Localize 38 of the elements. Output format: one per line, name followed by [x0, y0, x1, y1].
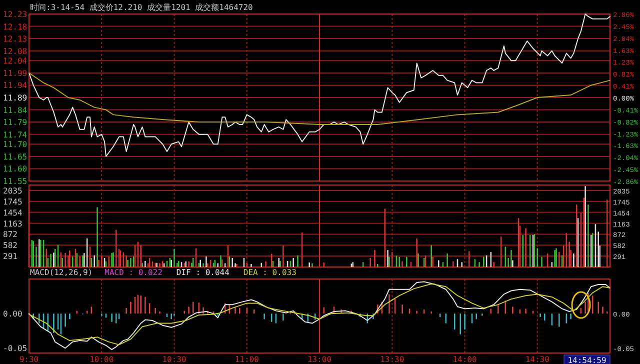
y-tick-label: 12.23	[3, 10, 28, 19]
x-tick-label: 14:30	[525, 355, 550, 364]
y-tick-label: 12.08	[3, 46, 28, 56]
y-tick-label: 11.55	[3, 177, 28, 186]
x-tick-label: 10:30	[162, 355, 186, 364]
y-tick-label: 11.79	[3, 118, 28, 128]
chart-title: 时间:3-14-54 成交价12.210 成交量1201 成交额1464720	[30, 3, 254, 12]
x-tick-label: 11:00	[234, 355, 260, 364]
y-tick-label: 11.89	[3, 94, 28, 102]
y-tick-label: 11.60	[3, 164, 28, 174]
y-tick-label: 1454	[3, 208, 22, 218]
y-tick-label: 2035	[3, 186, 22, 196]
x-tick-label: 9:30	[19, 355, 39, 364]
x-tick-label: 13:00	[307, 355, 332, 364]
y-tick-label: 11.74	[3, 130, 28, 140]
y-tick-label: 11.70	[3, 140, 28, 150]
y-tick-label: 12.18	[3, 22, 28, 32]
y-tick-label: 1163	[3, 219, 22, 228]
y-tick-label: -0.05	[3, 344, 28, 354]
text: MACD : 0.022	[104, 268, 163, 277]
x-tick-label: 10:00	[90, 355, 114, 364]
y-tick-label: 0.00	[3, 310, 22, 319]
text: DIF : 0.044	[176, 268, 230, 277]
y-tick-label: 11.65	[3, 152, 28, 162]
y-tick-label: 12.04	[3, 56, 28, 66]
y-tick-label: 11.99	[3, 68, 28, 78]
y-tick-label: 291	[3, 252, 18, 262]
y-tick-label: 11.84	[3, 106, 28, 115]
text: 14:54:59	[568, 356, 606, 364]
y-tick-label: 1745	[3, 197, 22, 206]
chart-title: MACD(12,26,9)	[30, 268, 93, 277]
y-tick-label: 872	[3, 230, 18, 240]
x-tick-label: 14:00	[452, 355, 477, 364]
y-tick-label: 11.94	[3, 81, 28, 90]
text: DEA : 0.033	[243, 268, 297, 277]
y-tick-label: 582	[3, 241, 18, 250]
y-tick-label: 12.13	[3, 34, 28, 44]
x-tick-label: 13:30	[380, 355, 404, 364]
